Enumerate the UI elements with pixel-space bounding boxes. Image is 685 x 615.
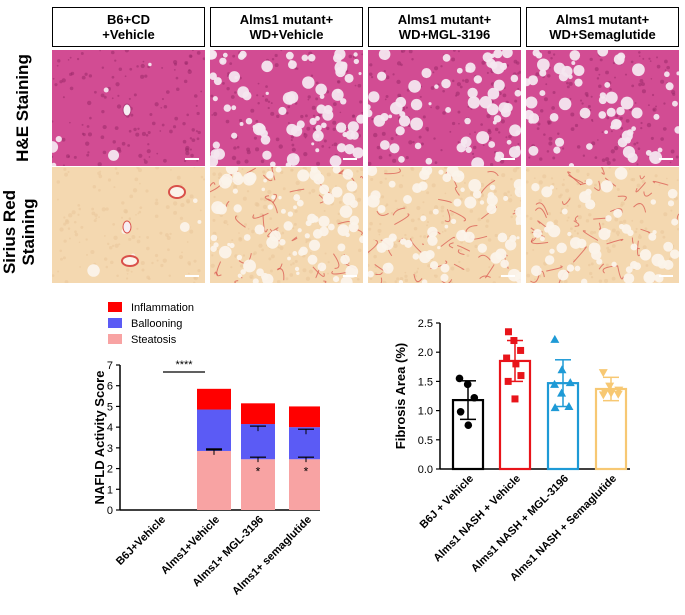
nafld-bar-steatosis — [197, 450, 231, 510]
fibrosis-point — [455, 374, 464, 383]
fibrosis-point — [550, 379, 560, 388]
he-stain-image-alms1-wd-semaglutide — [526, 50, 679, 166]
fibrosis-point — [605, 382, 615, 391]
fibrosis-point — [503, 354, 511, 362]
fibrosis-point — [504, 328, 512, 336]
fibrosis-y-tick-label: 2.5 — [418, 318, 433, 330]
fibrosis-point — [557, 388, 567, 397]
nafld-bar-inflammation — [197, 388, 231, 410]
he-stain-image-alms1-wd-mgl3196 — [368, 50, 521, 166]
fibrosis-y-tick-label: 0.0 — [418, 464, 433, 476]
fibrosis-point — [517, 346, 525, 354]
nafld-legend-label-steatosis: Steatosis — [131, 334, 177, 346]
row-label-sirius-red: Sirius Red Staining — [0, 189, 38, 275]
fibrosis-point — [504, 377, 512, 385]
fibrosis-point — [613, 390, 623, 399]
fibrosis-point — [598, 391, 608, 400]
fibrosis-point — [550, 334, 560, 343]
fibrosis-point — [470, 393, 479, 402]
column-header-alms1-wd-semaglutide: Alms1 mutant+ WD+Semaglutide — [526, 7, 679, 47]
sirius-red-stain-image-alms1-wd-vehicle — [210, 167, 363, 283]
sirius-red-stain-image-alms1-wd-semaglutide — [526, 167, 679, 283]
fibrosis-x-tick-label: Alms1 NASH + Semaglutide — [508, 473, 619, 584]
nafld-y-tick-label: 6 — [107, 381, 113, 393]
fibrosis-point — [463, 380, 472, 389]
fibrosis-point — [511, 395, 519, 403]
nafld-y-tick-label: 2 — [107, 464, 113, 476]
fibrosis-point — [565, 378, 575, 387]
row-label-he: H&E Staining — [13, 54, 32, 162]
nafld-legend-swatch-ballooning — [108, 318, 122, 328]
he-stain-image-b6-cd — [52, 50, 205, 166]
fibrosis-x-tick-label: Alms1 NASH + MGL-3196 — [469, 473, 571, 575]
column-header-alms1-wd-vehicle: Alms1 mutant+ WD+Vehicle — [210, 7, 363, 47]
nafld-significance-star: * — [304, 464, 309, 478]
nafld-y-tick-label: 3 — [107, 443, 113, 455]
fibrosis-point — [510, 337, 518, 345]
fibrosis-point — [557, 365, 567, 374]
nafld-y-axis-label: NAFLD Activity Score — [92, 371, 107, 505]
nafld-legend-swatch-steatosis — [108, 334, 122, 344]
nafld-bar-steatosis — [241, 459, 275, 510]
nafld-y-tick-label: 0 — [107, 505, 113, 517]
fibrosis-y-tick-label: 1.5 — [418, 376, 433, 388]
sirius-red-stain-image-alms1-wd-mgl3196 — [368, 167, 521, 283]
nafld-significance-star: * — [256, 464, 261, 478]
nafld-y-tick-label: 5 — [107, 401, 113, 413]
nafld-y-tick-label: 1 — [107, 484, 113, 496]
nafld-legend-swatch-inflammation — [108, 302, 122, 312]
nafld-bar-ballooning — [197, 409, 231, 451]
nafld-legend-label-inflammation: Inflammation — [131, 302, 194, 314]
nafld-x-tick-label: Alms1+ semaglutide — [230, 514, 314, 598]
fibrosis-x-tick-label: Alms1 NASH + Vehicle — [431, 473, 523, 565]
nafld-legend-label-ballooning: Ballooning — [131, 318, 182, 330]
nafld-x-tick-label: B6J+Vehicle — [114, 514, 168, 568]
fibrosis-point — [564, 402, 574, 411]
fibrosis-point — [517, 372, 525, 380]
fibrosis-point — [512, 360, 520, 368]
nafld-bar-ballooning — [289, 427, 320, 460]
nafld-bar-inflammation — [289, 406, 320, 428]
column-header-b6-cd: B6+CD +Vehicle — [52, 7, 205, 47]
fibrosis-y-tick-label: 2.0 — [418, 347, 433, 359]
nafld-bar-steatosis — [289, 459, 320, 510]
fibrosis-y-axis-label: Fibrosis Area (%) — [393, 343, 408, 449]
he-stain-image-alms1-wd-vehicle — [210, 50, 363, 166]
fibrosis-point — [464, 421, 473, 429]
fibrosis-point — [550, 403, 560, 412]
fibrosis-point — [614, 386, 624, 395]
nafld-bar-inflammation — [241, 403, 275, 425]
fibrosis-point — [606, 389, 616, 398]
fibrosis-point — [598, 369, 608, 378]
column-header-alms1-wd-mgl3196: Alms1 mutant+ WD+MGL-3196 — [368, 7, 521, 47]
nafld-y-tick-label: 4 — [107, 422, 113, 434]
sirius-red-stain-image-b6-cd — [52, 167, 205, 283]
nafld-significance-label: **** — [175, 359, 193, 371]
fibrosis-y-tick-label: 1.0 — [418, 406, 433, 418]
nafld-y-tick-label: 7 — [107, 360, 113, 372]
fibrosis-point — [456, 407, 465, 416]
fibrosis-y-tick-label: 0.5 — [418, 435, 433, 447]
